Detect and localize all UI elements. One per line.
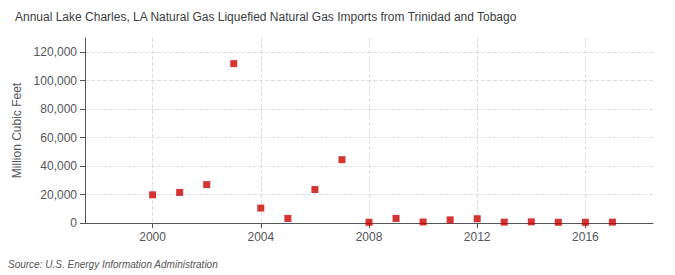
svg-text:Source: U.S. Energy Informatio: Source: U.S. Energy Information Administ… bbox=[8, 259, 218, 270]
svg-text:100,000: 100,000 bbox=[34, 74, 78, 88]
svg-text:2004: 2004 bbox=[247, 230, 274, 244]
svg-text:Million Cubic Feet: Million Cubic Feet bbox=[10, 82, 24, 178]
svg-text:2008: 2008 bbox=[356, 230, 383, 244]
svg-text:0: 0 bbox=[70, 216, 77, 230]
svg-text:2012: 2012 bbox=[464, 230, 491, 244]
svg-text:80,000: 80,000 bbox=[40, 102, 77, 116]
svg-text:2016: 2016 bbox=[572, 230, 599, 244]
svg-text:2000: 2000 bbox=[139, 230, 166, 244]
svg-text:20,000: 20,000 bbox=[40, 188, 77, 202]
svg-text:Annual Lake Charles, LA Natura: Annual Lake Charles, LA Natural Gas Liqu… bbox=[15, 10, 517, 24]
svg-text:40,000: 40,000 bbox=[40, 159, 77, 173]
svg-text:60,000: 60,000 bbox=[40, 131, 77, 145]
svg-text:120,000: 120,000 bbox=[34, 45, 78, 59]
